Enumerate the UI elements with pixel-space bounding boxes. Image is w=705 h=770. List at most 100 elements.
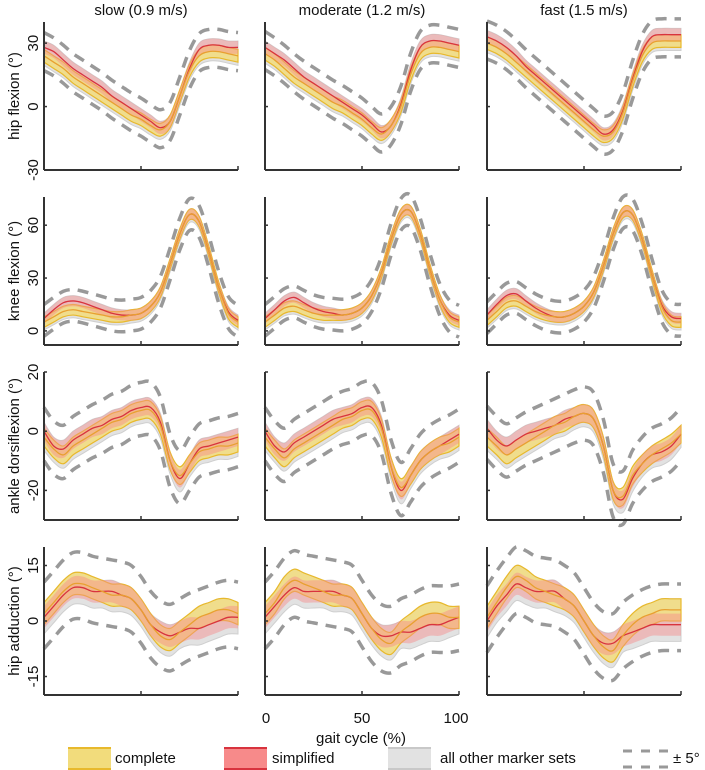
- line-complete: [43, 50, 239, 131]
- band-complete: [43, 208, 239, 329]
- tolerance-lower-dashed: [263, 432, 460, 518]
- tolerance-lower-dashed: [42, 228, 240, 339]
- y-tick-label: 20: [25, 364, 42, 381]
- y-tick-label: 0: [25, 327, 42, 335]
- tolerance-upper-dashed: [263, 548, 460, 609]
- line-simplified: [486, 33, 681, 135]
- line-complete: [43, 213, 239, 323]
- tolerance-lower-dashed: [485, 611, 681, 683]
- panel-row2-col1: [263, 371, 460, 521]
- tolerance-upper-dashed: [485, 193, 682, 307]
- column-title: moderate (1.2 m/s): [299, 2, 426, 19]
- line-complete: [264, 579, 460, 645]
- tolerance-upper-dashed: [486, 16, 681, 118]
- tolerance-upper-dashed: [485, 544, 681, 616]
- line-complete: [264, 408, 460, 489]
- band-simplified: [265, 576, 459, 648]
- band-complete: [486, 564, 682, 663]
- band-complete: [264, 399, 460, 498]
- panel-row3-col1: [263, 547, 460, 696]
- tolerance-lower-dashed: [486, 54, 681, 157]
- tolerance-upper-dashed: [264, 22, 460, 116]
- y-tick-label: 15: [25, 557, 42, 574]
- x-axis-label: gait cycle (%): [316, 730, 406, 747]
- tolerance-lower-dashed: [42, 616, 239, 673]
- band-complete: [264, 203, 460, 329]
- y-axis-label: hip adduction (°): [6, 566, 23, 675]
- line-complete: [264, 208, 460, 323]
- line-simplified: [43, 405, 239, 480]
- legend-label: all other marker sets: [440, 750, 576, 767]
- y-tick-label: -15: [25, 666, 42, 688]
- x-tick-label: 50: [354, 710, 371, 727]
- tolerance-upper-dashed: [42, 196, 240, 307]
- panel-row0-col2: [486, 16, 682, 171]
- line-simplified: [43, 44, 239, 129]
- band-simplified: [265, 34, 459, 139]
- tolerance-upper-dashed: [263, 379, 460, 465]
- tolerance-upper-dashed: [42, 550, 239, 607]
- panel-row1-col1: [263, 191, 460, 346]
- tolerance-upper-dashed: [43, 27, 239, 112]
- band-complete: [264, 568, 460, 656]
- line-complete: [264, 46, 460, 135]
- band-simplified: [44, 38, 238, 135]
- panel-row1-col0: [42, 196, 240, 346]
- band-simplified: [487, 28, 681, 141]
- line-complete: [486, 412, 682, 499]
- band-simplified: [44, 575, 238, 647]
- panel-row0-col1: [264, 22, 460, 171]
- tolerance-lower-dashed: [263, 223, 460, 339]
- legend-item-simplified: simplified: [224, 747, 335, 770]
- legend-swatch-other: [388, 748, 431, 769]
- x-tick-label: 100: [443, 710, 468, 727]
- y-tick-label: -20: [25, 480, 42, 502]
- x-tick-label: 0: [262, 710, 270, 727]
- tolerance-lower-dashed: [485, 438, 683, 528]
- legend-swatch-complete: [68, 748, 111, 769]
- legend-label: complete: [115, 750, 176, 767]
- y-tick-label: 0: [25, 102, 42, 110]
- band-other-marker-sets: [43, 208, 239, 332]
- line-complete: [486, 40, 681, 137]
- legend-swatch-simplified: [224, 748, 267, 769]
- column-title: fast (1.5 m/s): [540, 2, 628, 19]
- tolerance-lower-dashed: [263, 615, 460, 675]
- tolerance-upper-dashed: [42, 379, 239, 453]
- band-complete: [486, 403, 682, 508]
- tolerance-lower-dashed: [485, 224, 682, 338]
- y-axis-label: hip flexion (°): [6, 52, 23, 140]
- tolerance-lower-dashed: [43, 65, 239, 150]
- y-tick-label: 0: [25, 617, 42, 625]
- line-simplified: [264, 39, 460, 133]
- y-axis-label: knee flexion (°): [6, 221, 23, 321]
- y-axis-label: ankle dorsiflexion (°): [6, 378, 23, 514]
- legend-label: ± 5°: [673, 750, 700, 767]
- line-complete: [486, 210, 682, 323]
- band-simplified: [265, 397, 459, 500]
- y-tick-label: 30: [25, 270, 42, 287]
- tolerance-lower-dashed: [42, 432, 239, 506]
- band-simplified: [487, 572, 681, 656]
- band-complete: [486, 204, 682, 329]
- panel-row1-col2: [485, 193, 682, 346]
- line-complete: [43, 582, 239, 641]
- legend-item-complete: complete: [68, 747, 176, 770]
- tolerance-upper-dashed: [485, 384, 683, 474]
- y-tick-label: 60: [25, 217, 42, 234]
- y-tick-label: 0: [25, 427, 42, 435]
- tolerance-upper-dashed: [263, 191, 460, 307]
- panel-row2-col2: [485, 371, 683, 528]
- panel-row2-col0: [42, 371, 239, 521]
- panel-row0-col0: [43, 22, 239, 171]
- y-tick-label: -30: [25, 159, 42, 181]
- panel-row3-col2: [485, 544, 682, 696]
- line-complete: [43, 408, 239, 477]
- column-title: slow (0.9 m/s): [94, 2, 187, 19]
- legend-item-tolerance: ± 5°: [623, 749, 700, 769]
- tolerance-lower-dashed: [264, 60, 460, 154]
- legend: complete simplified all other marker set…: [68, 747, 700, 770]
- legend-label: simplified: [272, 750, 335, 767]
- line-complete: [486, 575, 681, 652]
